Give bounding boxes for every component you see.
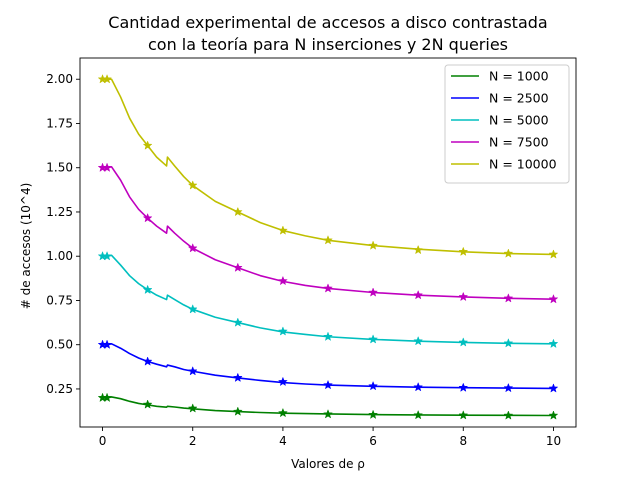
- x-tick-label-0: 0: [99, 434, 107, 448]
- series-3-theory-line: [102, 166, 554, 301]
- legend-label-1: N = 2500: [489, 91, 549, 106]
- series-3-point-10: [503, 293, 514, 303]
- y-tick-label-1: 0.50: [46, 338, 73, 352]
- series-0-theory-line: [102, 396, 554, 417]
- series-0-point-6: [323, 409, 333, 419]
- legend-label-2: N = 5000: [489, 113, 549, 128]
- series-2-point-7: [368, 334, 379, 344]
- axes: 0 2 4 6 8 10 0.25 0.50 0.75 1.00 1.25 1.50 1.75 2.00: [46, 57, 577, 448]
- series-1-point-11: [548, 383, 559, 393]
- series-1: [97, 339, 559, 393]
- series-3-point-9: [458, 291, 469, 302]
- series-4-point-4: [232, 206, 243, 217]
- series-3-point-1: [102, 162, 113, 172]
- series-0-point-10: [503, 410, 514, 420]
- series-2-point-2: [142, 284, 153, 295]
- series-3-point-5: [277, 275, 288, 286]
- series-3-point-3: [187, 243, 198, 253]
- series-3-point-11: [548, 294, 559, 304]
- series-1-point-5: [277, 376, 288, 387]
- series-1-point-9: [458, 382, 469, 392]
- series-1-point-7: [368, 380, 379, 391]
- series-4-point-6: [323, 235, 333, 245]
- y-tick-label-7: 2.00: [46, 72, 73, 86]
- y-axis-label: # de accesos (10^4): [19, 183, 33, 310]
- y-tick-label-2: 0.75: [46, 293, 73, 307]
- series-0-point-9: [458, 410, 469, 420]
- series-4: [97, 74, 559, 259]
- series-3-point-2: [142, 212, 153, 223]
- series-3-point-8: [413, 289, 424, 300]
- series-2-theory-line: [102, 254, 554, 345]
- series-1-point-8: [413, 381, 424, 392]
- series-2-point-11: [548, 338, 559, 349]
- series-1-point-10: [503, 382, 514, 393]
- y-tick-label-5: 1.50: [46, 161, 73, 175]
- series-2-point-3: [187, 304, 198, 314]
- series-0: [97, 392, 559, 420]
- legend-box: [444, 64, 570, 184]
- series-0-point-3: [187, 403, 198, 413]
- series-0-point-5: [277, 407, 288, 418]
- series-3: [97, 162, 559, 304]
- plot-area: [97, 74, 559, 420]
- x-tick-label-2: 4: [279, 434, 287, 448]
- legend: N = 1000 N = 2500 N = 5000 N = 7500 N = 1000…: [444, 64, 570, 184]
- series-2-point-8: [413, 335, 424, 346]
- legend-label-4: N = 10000: [489, 157, 557, 172]
- series-2-point-9: [458, 337, 469, 347]
- legend-label-3: N = 7500: [489, 135, 549, 150]
- series-4-point-3: [187, 180, 198, 190]
- series-1-point-2: [142, 356, 153, 366]
- series-1-point-4: [232, 372, 243, 383]
- series-2-point-6: [323, 331, 333, 341]
- series-0-point-4: [232, 406, 243, 416]
- series-2-point-10: [503, 338, 514, 348]
- series-3-point-6: [323, 283, 333, 293]
- series-4-point-8: [413, 244, 424, 255]
- chart-title-line-1: Cantidad experimental de accesos a disco…: [108, 13, 547, 32]
- series-1-point-6: [323, 379, 333, 390]
- series-0-point-7: [368, 409, 379, 420]
- series-4-point-9: [458, 246, 469, 257]
- series-3-point-7: [368, 287, 379, 297]
- series-2: [97, 251, 559, 349]
- y-tick-label-4: 1.25: [46, 205, 73, 219]
- x-tick-label-4: 8: [459, 434, 467, 448]
- series-0-point-8: [413, 409, 424, 420]
- series-4-point-1: [102, 74, 113, 84]
- series-0-point-11: [548, 410, 559, 420]
- series-1-point-3: [187, 366, 198, 376]
- series-0-point-2: [142, 399, 153, 409]
- series-1-point-1: [102, 339, 113, 349]
- series-2-point-1: [102, 251, 113, 261]
- y-tick-label-6: 1.75: [46, 116, 73, 130]
- series-4-point-11: [548, 249, 559, 259]
- chart-title-line-2: con la teoría para N inserciones y 2N qu…: [148, 35, 508, 54]
- x-tick-label-5: 10: [546, 434, 561, 448]
- y-tick-label-3: 1.00: [46, 249, 73, 263]
- legend-label-0: N = 1000: [489, 69, 549, 84]
- series-4-point-10: [503, 248, 514, 258]
- series-2-point-5: [277, 326, 288, 336]
- series-4-point-7: [368, 240, 379, 250]
- x-axis-label: Valores de ρ: [291, 457, 365, 471]
- series-4-point-2: [142, 140, 153, 150]
- series-0-point-1: [102, 392, 113, 403]
- series-4-theory-line: [102, 78, 554, 256]
- x-tick-label-1: 2: [189, 434, 197, 448]
- series-1-theory-line: [102, 343, 554, 390]
- plot-frame: [79, 57, 577, 428]
- series-3-point-4: [232, 262, 243, 272]
- x-tick-label-3: 6: [369, 434, 377, 448]
- series-4-point-5: [277, 225, 288, 235]
- y-tick-label-0: 0.25: [46, 382, 73, 396]
- series-2-point-4: [232, 317, 243, 327]
